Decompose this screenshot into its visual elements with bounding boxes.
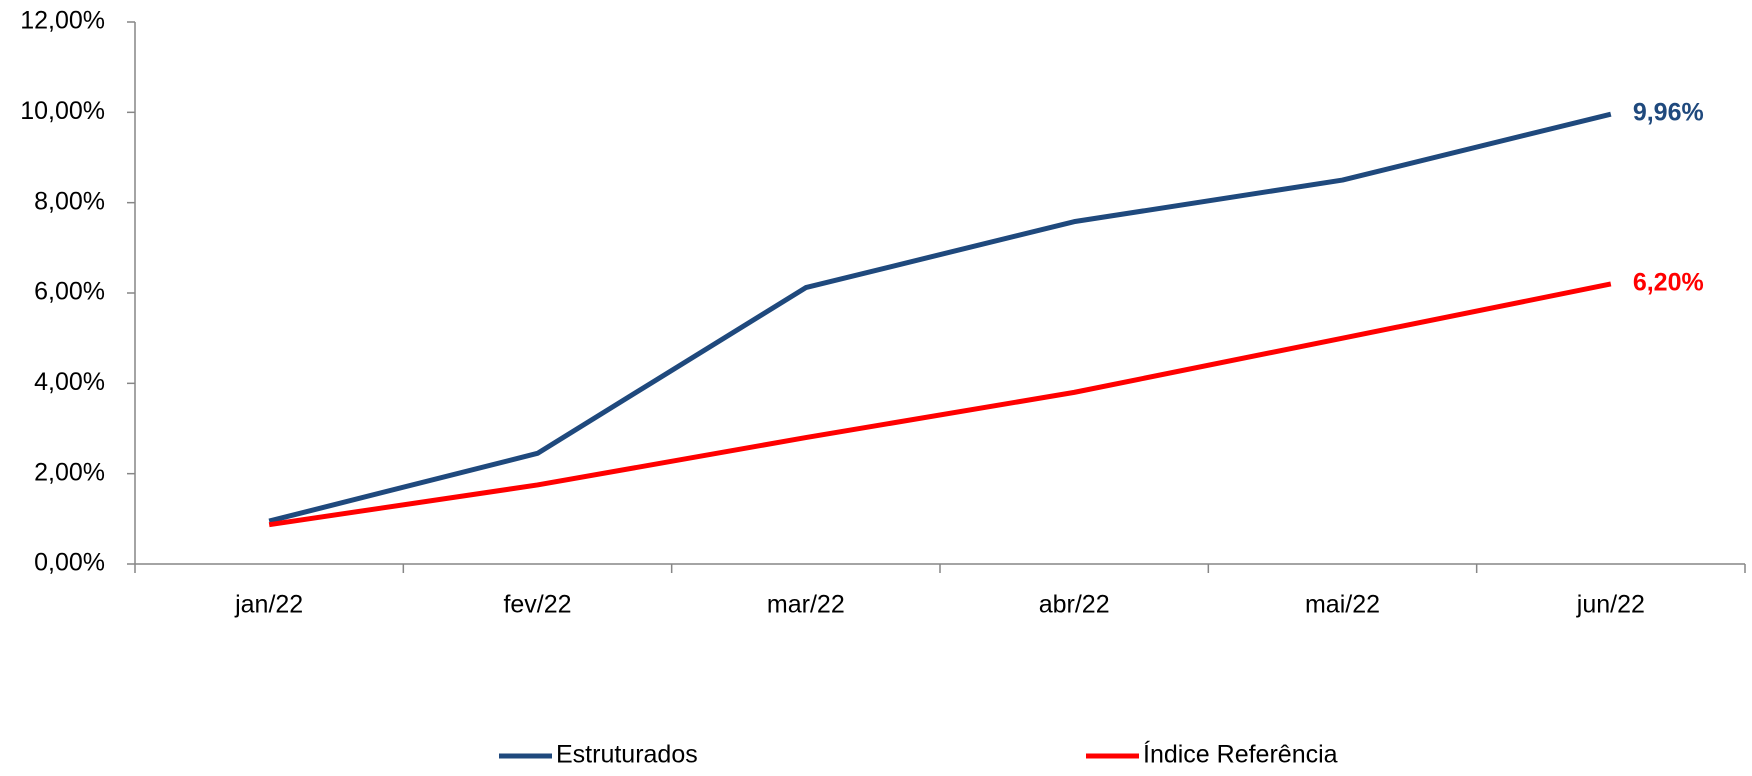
x-tick-label: abr/22 bbox=[1039, 591, 1110, 619]
y-tick-label: 2,00% bbox=[34, 458, 105, 486]
y-tick-label: 4,00% bbox=[34, 368, 105, 396]
y-tick-label: 10,00% bbox=[20, 97, 105, 125]
y-tick-label: 8,00% bbox=[34, 187, 105, 215]
x-tick-label: jun/22 bbox=[1576, 591, 1645, 619]
data-label: 9,96% bbox=[1633, 99, 1704, 127]
y-tick-label: 12,00% bbox=[20, 7, 105, 35]
x-tick-label: mai/22 bbox=[1305, 591, 1380, 619]
y-tick-label: 6,00% bbox=[34, 278, 105, 306]
series-line bbox=[268, 281, 1612, 528]
x-tick-label: mar/22 bbox=[767, 591, 845, 619]
data-label: 6,20% bbox=[1633, 269, 1704, 297]
legend-label: Estruturados bbox=[556, 741, 698, 769]
legend-label: Índice Referência bbox=[1143, 740, 1338, 769]
x-tick-label: jan/22 bbox=[234, 591, 303, 619]
series-line bbox=[268, 111, 1612, 524]
x-tick-label: fev/22 bbox=[503, 591, 571, 619]
y-tick-label: 0,00% bbox=[34, 549, 105, 577]
